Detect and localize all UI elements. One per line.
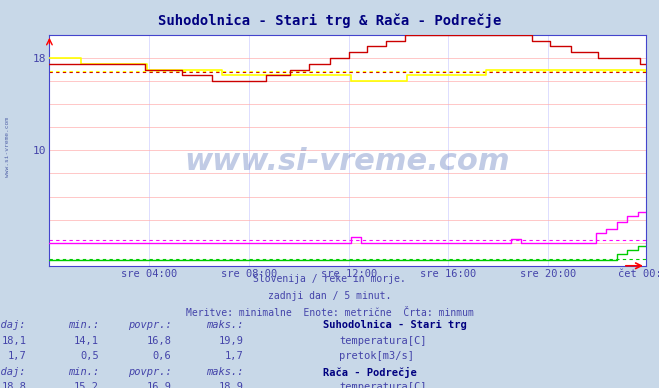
Text: pretok[m3/s]: pretok[m3/s] [339,351,415,361]
Text: maks.:: maks.: [206,367,244,377]
Text: 1,7: 1,7 [8,351,26,361]
Text: temperatura[C]: temperatura[C] [339,382,427,388]
Text: 16,9: 16,9 [146,382,171,388]
Text: 14,1: 14,1 [74,336,99,346]
Text: sedaj:: sedaj: [0,320,26,330]
Text: Suhodolnica - Stari trg & Rača - Podrečje: Suhodolnica - Stari trg & Rača - Podrečj… [158,14,501,28]
Text: 16,8: 16,8 [146,336,171,346]
Text: 1,7: 1,7 [225,351,244,361]
Text: povpr.:: povpr.: [128,320,171,330]
Text: Meritve: minimalne  Enote: metrične  Črta: minmum: Meritve: minimalne Enote: metrične Črta:… [186,308,473,319]
Text: 18,8: 18,8 [1,382,26,388]
Text: Slovenija / reke in morje.: Slovenija / reke in morje. [253,274,406,284]
Text: www.si-vreme.com: www.si-vreme.com [185,147,511,177]
Text: 18,1: 18,1 [1,336,26,346]
Text: Suhodolnica - Stari trg: Suhodolnica - Stari trg [323,320,467,330]
Text: Rača - Podrečje: Rača - Podrečje [323,367,416,378]
Text: 0,6: 0,6 [153,351,171,361]
Text: min.:: min.: [68,320,99,330]
Text: sedaj:: sedaj: [0,367,26,377]
Text: maks.:: maks.: [206,320,244,330]
Text: zadnji dan / 5 minut.: zadnji dan / 5 minut. [268,291,391,301]
Text: temperatura[C]: temperatura[C] [339,336,427,346]
Text: povpr.:: povpr.: [128,367,171,377]
Text: min.:: min.: [68,367,99,377]
Text: 19,9: 19,9 [219,336,244,346]
Text: www.si-vreme.com: www.si-vreme.com [5,118,11,177]
Text: 15,2: 15,2 [74,382,99,388]
Text: 0,5: 0,5 [80,351,99,361]
Text: 18,9: 18,9 [219,382,244,388]
